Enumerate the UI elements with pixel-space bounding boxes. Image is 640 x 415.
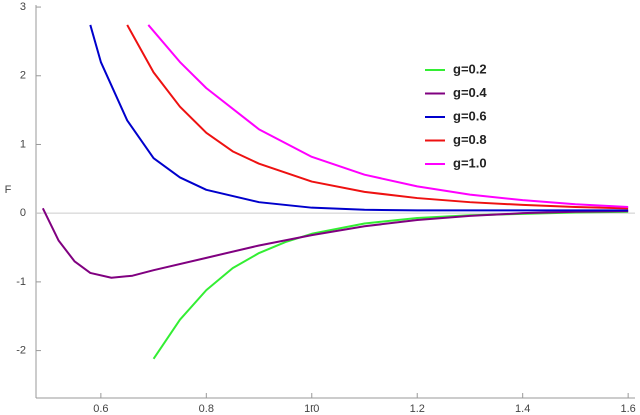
legend-label: g=0.4 bbox=[453, 85, 487, 100]
series-line bbox=[147, 24, 629, 208]
legend-label: g=1.0 bbox=[453, 155, 487, 170]
y-tick-label: -1 bbox=[16, 276, 26, 288]
x-tick-label: 1.4 bbox=[515, 403, 530, 415]
legend-label: g=0.6 bbox=[453, 108, 487, 123]
x-tick-label: 1.2 bbox=[410, 403, 425, 415]
y-tick-label: 3 bbox=[20, 1, 26, 13]
legend-label: g=0.2 bbox=[453, 61, 487, 76]
x-axis-label: r bbox=[310, 402, 314, 414]
y-tick-label: 2 bbox=[20, 70, 26, 82]
series-line bbox=[126, 24, 629, 210]
x-tick-label: 0.8 bbox=[199, 403, 214, 415]
series-line bbox=[41, 207, 629, 279]
x-tick-label: 1.6 bbox=[620, 403, 635, 415]
y-tick-label: -2 bbox=[16, 344, 26, 356]
legend-label: g=0.8 bbox=[453, 132, 487, 147]
series-line bbox=[89, 24, 629, 212]
y-tick-label: 0 bbox=[20, 207, 26, 219]
x-tick-label: 0.6 bbox=[93, 403, 108, 415]
y-axis-label: F bbox=[5, 184, 12, 196]
x-tick-label: 1.0 bbox=[304, 403, 319, 415]
y-tick-label: 1 bbox=[20, 138, 26, 150]
series-line bbox=[152, 210, 629, 360]
